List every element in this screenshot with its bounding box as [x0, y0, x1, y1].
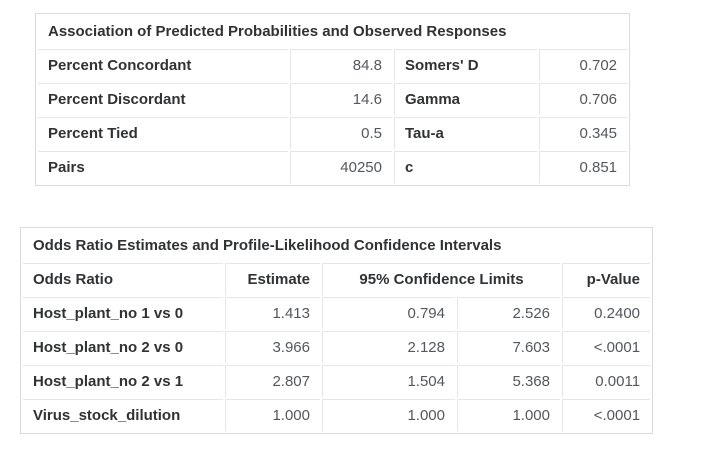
ci-upper-value: 7.603: [457, 331, 560, 363]
association-statistics-table: Association of Predicted Probabilities a…: [35, 13, 631, 186]
stat-label: Tau-a: [394, 117, 537, 149]
stat-value: 0.702: [539, 49, 628, 81]
ci-upper-value: 5.368: [457, 365, 560, 397]
table-row: Percent Discordant 14.6 Gamma 0.706: [38, 83, 628, 115]
odds-ratio-table-title: Odds Ratio Estimates and Profile-Likelih…: [23, 230, 651, 261]
stat-label: Percent Discordant: [38, 83, 288, 115]
association-table-title: Association of Predicted Probabilities a…: [38, 16, 628, 47]
table-row: Pairs 40250 c 0.851: [38, 151, 628, 183]
table-row: Odds Ratio Estimates and Profile-Likelih…: [23, 230, 651, 261]
ci-lower-value: 1.000: [322, 399, 455, 431]
p-value: 0.2400: [562, 297, 651, 329]
effect-label: Virus_stock_dilution: [23, 399, 223, 431]
estimate-value: 3.966: [225, 331, 320, 363]
stat-value: 40250: [290, 151, 392, 183]
ci-lower-value: 1.504: [322, 365, 455, 397]
table-row: Host_plant_no 2 vs 0 3.966 2.128 7.603 <…: [23, 331, 651, 363]
estimate-value: 1.000: [225, 399, 320, 431]
table-row: Percent Tied 0.5 Tau-a 0.345: [38, 117, 628, 149]
effect-label: Host_plant_no 2 vs 1: [23, 365, 223, 397]
table-row: Percent Concordant 84.8 Somers' D 0.702: [38, 49, 628, 81]
stat-label: Somers' D: [394, 49, 537, 81]
ci-upper-value: 1.000: [457, 399, 560, 431]
stat-value: 0.851: [539, 151, 628, 183]
column-header-confidence-limits: 95% Confidence Limits: [322, 263, 560, 295]
column-header-p-value: p-Value: [562, 263, 651, 295]
stat-value: 0.706: [539, 83, 628, 115]
stat-label: Percent Concordant: [38, 49, 288, 81]
column-header-odds-ratio: Odds Ratio: [23, 263, 223, 295]
stat-value: 0.345: [539, 117, 628, 149]
table-row: Host_plant_no 1 vs 0 1.413 0.794 2.526 0…: [23, 297, 651, 329]
p-value: <.0001: [562, 399, 651, 431]
column-header-estimate: Estimate: [225, 263, 320, 295]
p-value: <.0001: [562, 331, 651, 363]
table-header-row: Odds Ratio Estimate 95% Confidence Limit…: [23, 263, 651, 295]
stat-value: 84.8: [290, 49, 392, 81]
stat-label: Gamma: [394, 83, 537, 115]
table-row: Host_plant_no 2 vs 1 2.807 1.504 5.368 0…: [23, 365, 651, 397]
stat-label: Percent Tied: [38, 117, 288, 149]
odds-ratio-table: Odds Ratio Estimates and Profile-Likelih…: [20, 227, 654, 434]
ci-lower-value: 2.128: [322, 331, 455, 363]
stat-value: 14.6: [290, 83, 392, 115]
table-row: Association of Predicted Probabilities a…: [38, 16, 628, 47]
effect-label: Host_plant_no 1 vs 0: [23, 297, 223, 329]
effect-label: Host_plant_no 2 vs 0: [23, 331, 223, 363]
estimate-value: 1.413: [225, 297, 320, 329]
ci-upper-value: 2.526: [457, 297, 560, 329]
table-row: Virus_stock_dilution 1.000 1.000 1.000 <…: [23, 399, 651, 431]
p-value: 0.0011: [562, 365, 651, 397]
stat-value: 0.5: [290, 117, 392, 149]
stat-label: c: [394, 151, 537, 183]
ci-lower-value: 0.794: [322, 297, 455, 329]
stat-label: Pairs: [38, 151, 288, 183]
estimate-value: 2.807: [225, 365, 320, 397]
